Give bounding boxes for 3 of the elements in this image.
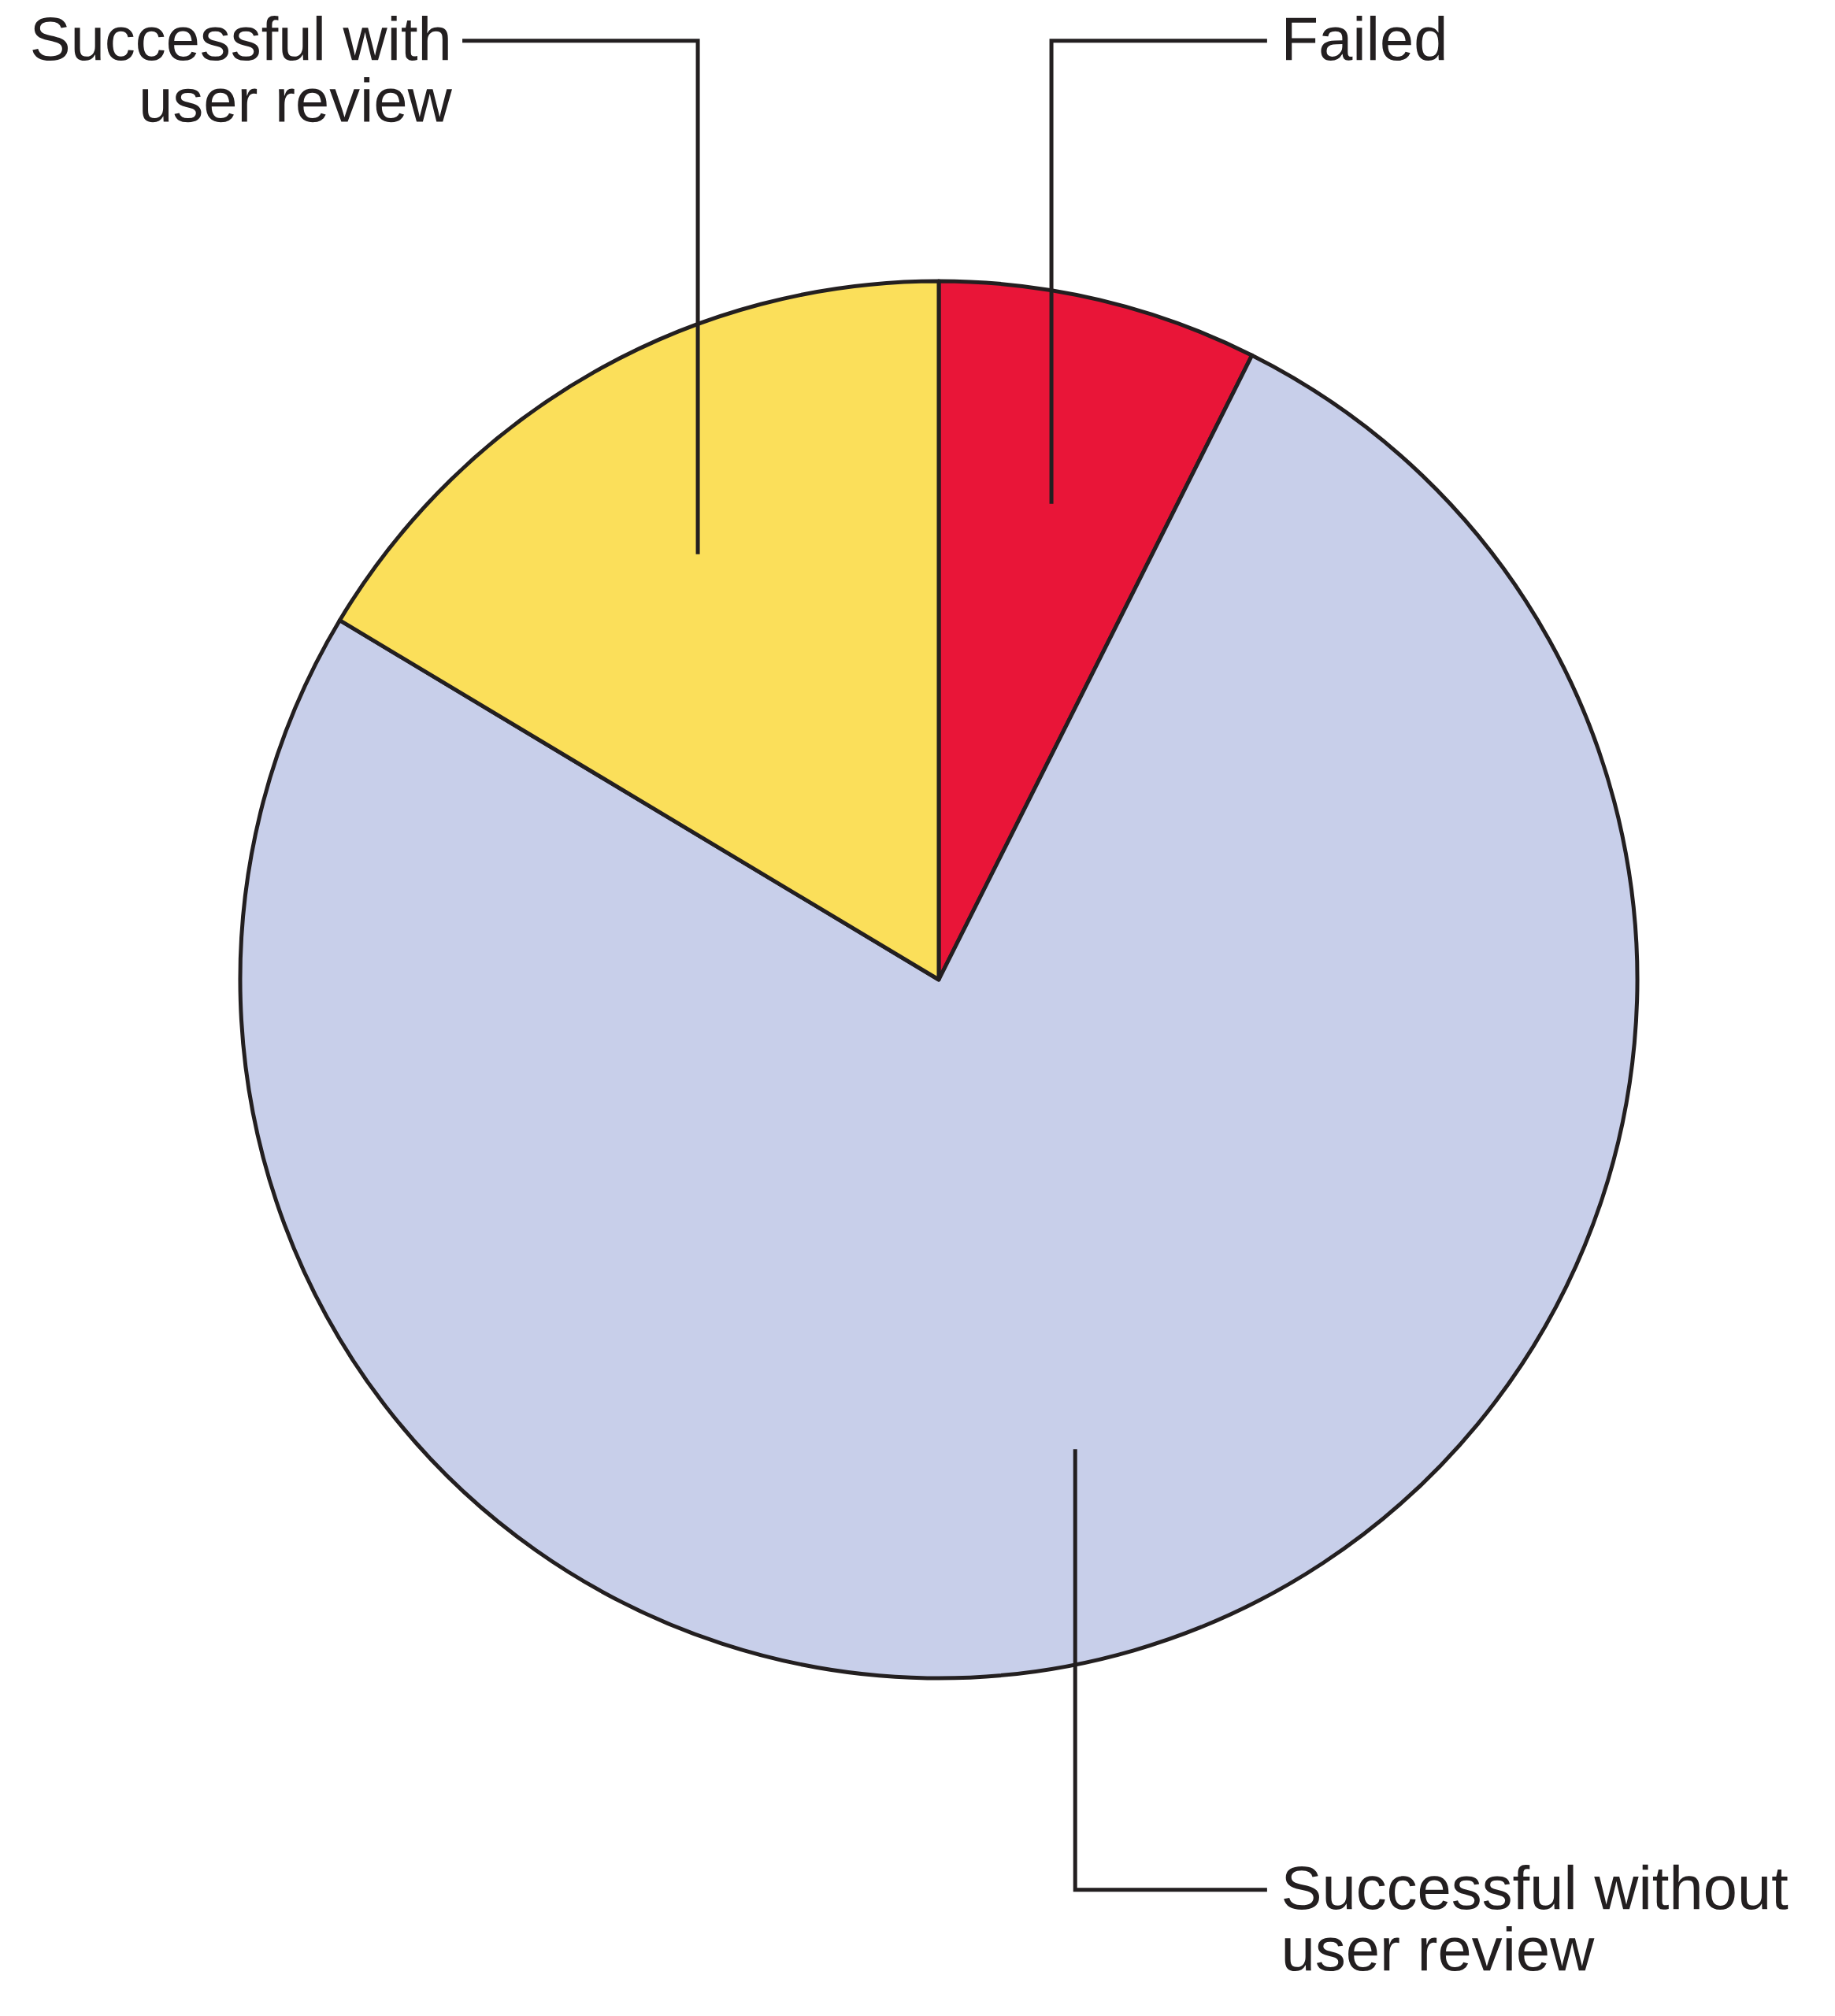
slice-label: Successful with user review — [32, 15, 452, 123]
slice-label: Failed — [1286, 15, 1444, 61]
slice-label: Successful without user review — [1284, 1864, 1789, 1972]
